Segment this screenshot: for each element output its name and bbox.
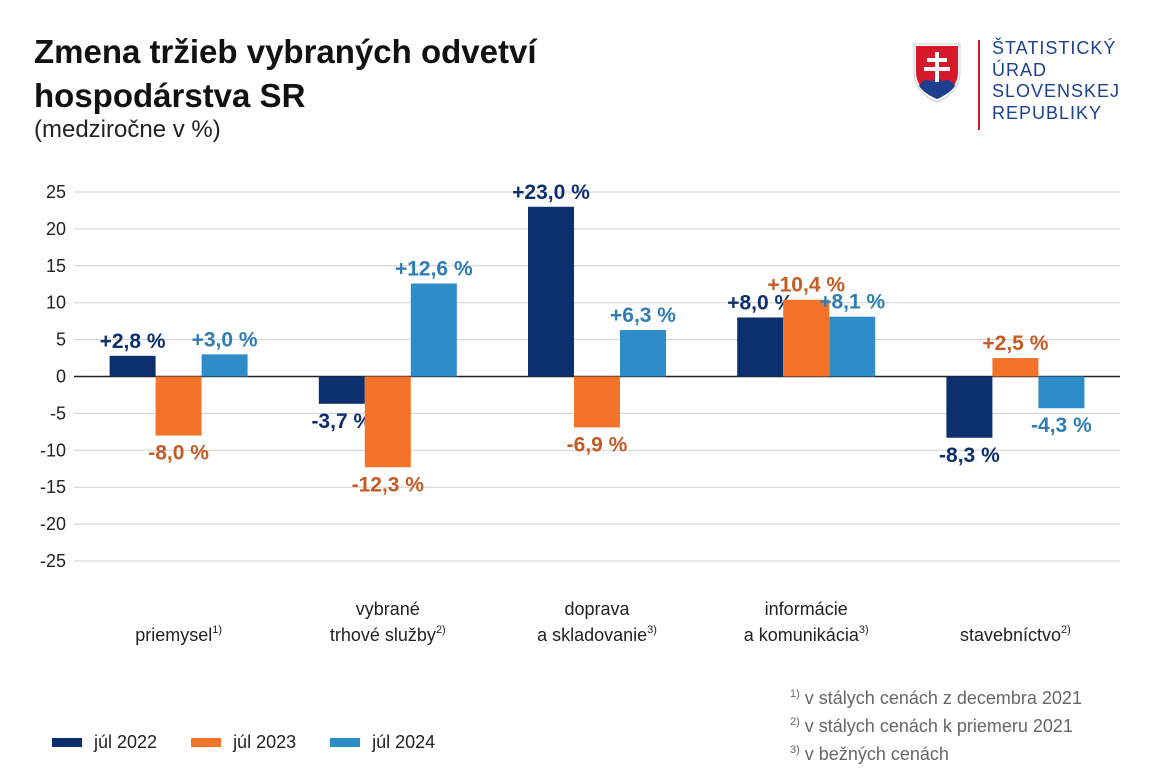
y-tick-label: 0 (56, 367, 66, 387)
logo-line: SLOVENSKEJ (992, 81, 1121, 101)
y-tick-label: 15 (46, 256, 66, 276)
data-label: -8,0 % (148, 442, 209, 465)
data-label: +8,0 % (727, 291, 793, 314)
legend-item: júl 2023 (191, 732, 296, 753)
logo-line: ŠTATISTICKÝ (992, 38, 1117, 58)
x-category-label: stavebníctvo2) (960, 624, 1071, 645)
y-tick-label: -20 (40, 514, 66, 534)
bar (574, 376, 620, 428)
data-label: +10,4 % (767, 274, 845, 297)
data-label: -6,9 % (567, 433, 628, 456)
data-label: +23,0 % (512, 181, 590, 204)
bar (1038, 376, 1085, 409)
x-category-label: a komunikácia3) (744, 624, 869, 645)
bar-chart: 25 20 15 10 5 0 -5 -10 -15 -20 -25 +2,8 % -8,0 % +3,0… (40, 181, 1120, 645)
data-label: -12,3 % (352, 473, 425, 496)
bar (201, 354, 248, 377)
bar (737, 317, 784, 377)
data-label: -3,7 % (311, 410, 372, 433)
data-label: +2,8 % (100, 330, 166, 353)
footnote: 2) v stálych cenách k priemeru 2021 (790, 716, 1073, 736)
footnote: 1) v stálych cenách z decembra 2021 (790, 688, 1082, 708)
legend-swatch (52, 738, 82, 747)
bar (155, 376, 202, 436)
y-tick-label: 25 (46, 182, 66, 202)
legend-swatch (330, 738, 361, 747)
legend-item: júl 2024 (330, 732, 435, 753)
y-tick-label: -25 (40, 551, 66, 571)
data-label: +2,5 % (982, 332, 1048, 355)
bar (528, 206, 574, 377)
x-category-label: doprava (564, 599, 630, 619)
y-tick-label: -15 (40, 477, 66, 497)
y-tick-label: 5 (56, 330, 66, 350)
data-label: +3,0 % (192, 328, 258, 351)
x-category-label: trhové služby2) (330, 624, 446, 645)
coat-of-arms-icon (913, 43, 961, 103)
x-category-label: a skladovanie3) (537, 624, 657, 645)
legend-label: júl 2023 (233, 732, 297, 752)
logo-text: ŠTATISTICKÝ ÚRAD SLOVENSKEJ REPUBLIKY (992, 38, 1120, 124)
x-category-label: informácie (765, 599, 848, 619)
bar (783, 299, 830, 377)
bar (946, 376, 993, 438)
bar (992, 358, 1039, 377)
legend-swatch (191, 738, 222, 747)
x-category-label: vybrané (356, 599, 420, 619)
y-tick-label: 10 (46, 293, 66, 313)
bar (620, 330, 666, 377)
logo-line: REPUBLIKY (992, 102, 1103, 123)
page-subtitle: (medziročne v %) (34, 116, 221, 143)
logo-divider (978, 40, 980, 130)
footnotes: 1) v stálych cenách z decembra 2021 2) v… (790, 682, 1082, 766)
bar (109, 355, 156, 377)
footnote: 3) v bežných cenách (790, 744, 949, 764)
statistical-office-logo: ŠTATISTICKÝ ÚRAD SLOVENSKEJ REPUBLIKY (912, 38, 1132, 130)
data-label: -8,3 % (939, 444, 1000, 467)
bar (318, 376, 365, 404)
data-label: -4,3 % (1031, 414, 1092, 437)
x-category-label: priemysel1) (135, 624, 222, 645)
bar (410, 283, 457, 377)
y-tick-label: 20 (46, 219, 66, 239)
legend-label: júl 2024 (372, 732, 436, 752)
bar (829, 316, 876, 377)
page-title: Zmena tržieb vybraných odvetví hospodárs… (34, 33, 537, 114)
data-label: +12,6 % (395, 258, 473, 281)
data-label: +6,3 % (610, 304, 676, 327)
logo-line: ÚRAD (992, 59, 1048, 80)
data-label: +8,1 % (819, 291, 885, 314)
legend-label: júl 2022 (94, 732, 158, 752)
y-tick-label: -5 (50, 403, 66, 423)
legend-item: júl 2022 (52, 732, 157, 753)
y-tick-label: -10 (40, 440, 66, 460)
bar (364, 376, 411, 468)
chart-legend: júl 2022 júl 2023 júl 2024 (52, 732, 469, 753)
